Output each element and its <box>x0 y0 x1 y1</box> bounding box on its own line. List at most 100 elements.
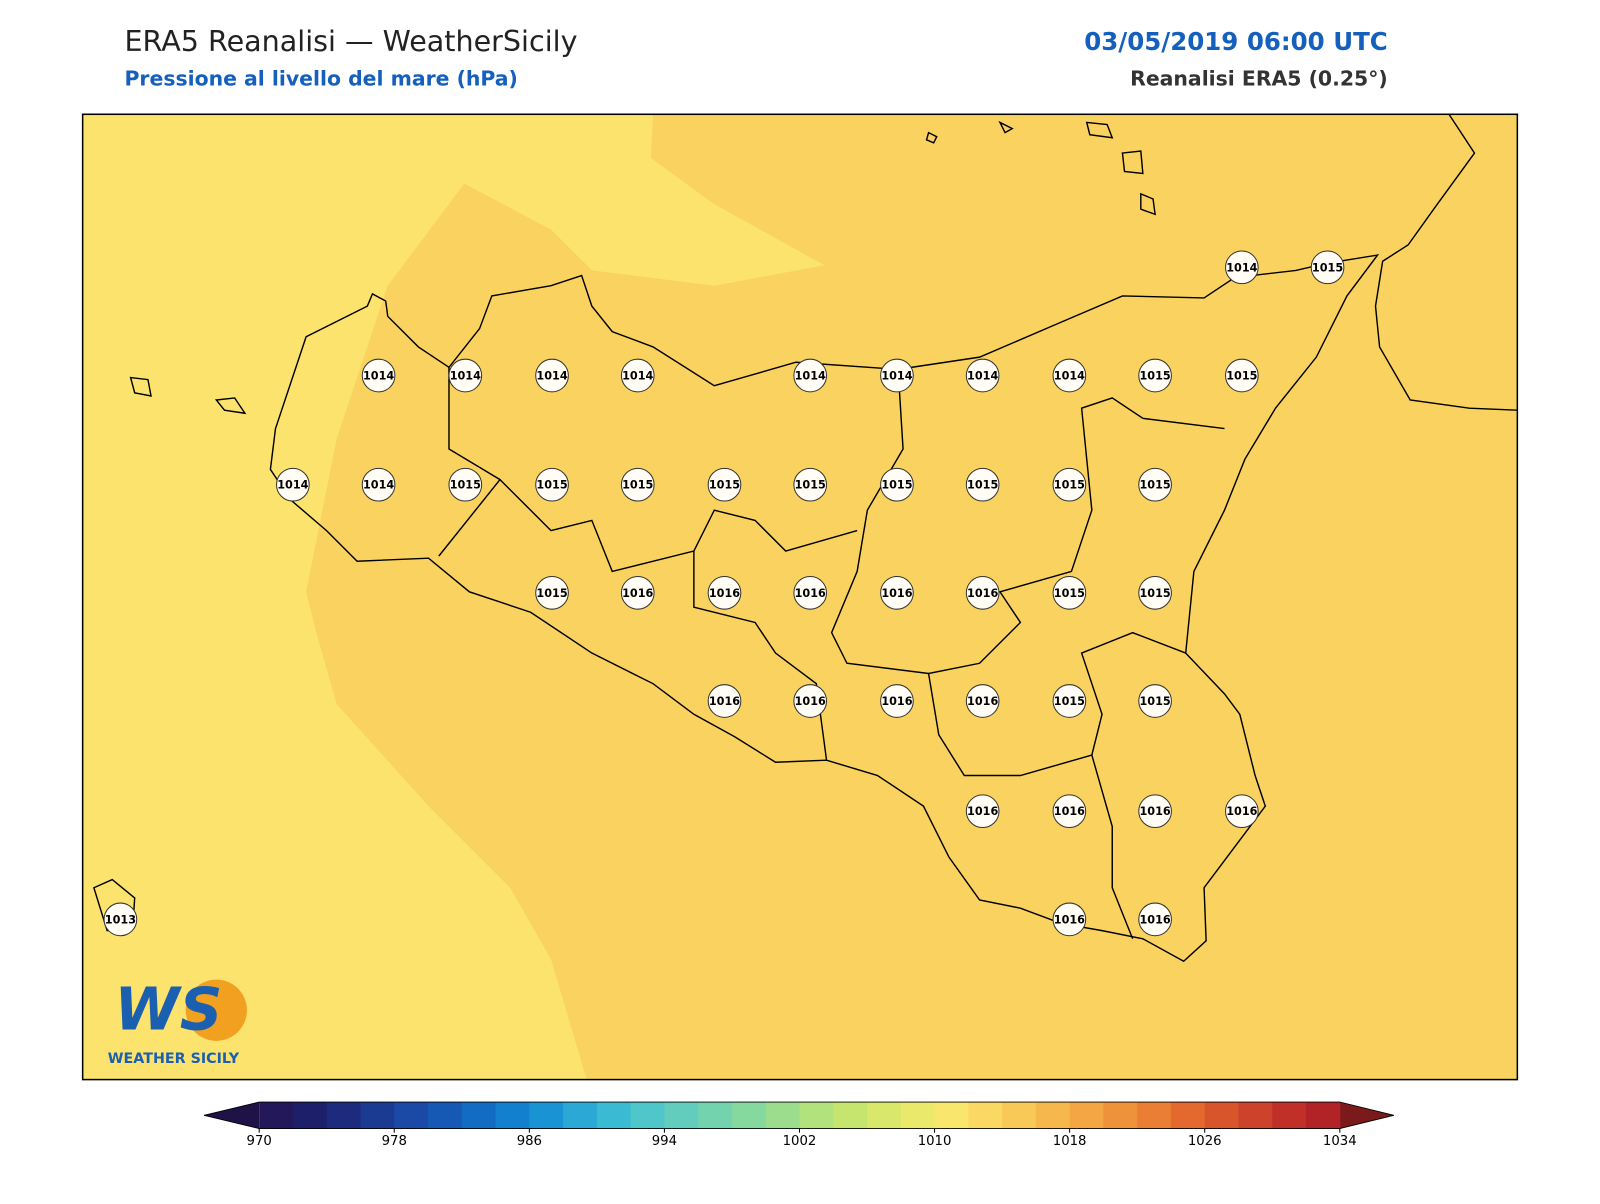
station-marker <box>880 684 914 718</box>
colorbar-bin <box>428 1102 463 1129</box>
station: 1015 <box>1052 467 1087 502</box>
station-marker <box>965 576 1000 610</box>
station-marker <box>793 467 828 502</box>
colorbar-bin <box>394 1102 429 1129</box>
station-label: 1014 <box>795 370 826 383</box>
station-marker <box>1052 684 1087 718</box>
station-marker <box>1052 467 1087 502</box>
station-label: 1015 <box>536 587 567 600</box>
colorbar-bin <box>1069 1102 1104 1129</box>
logo: WS WEATHER SICILY <box>108 974 247 1067</box>
colorbar-bin <box>630 1102 665 1129</box>
colorbar-bin <box>1137 1102 1172 1129</box>
station-marker <box>1052 794 1087 829</box>
station-marker <box>361 358 396 393</box>
colorbar-bin <box>596 1102 632 1129</box>
station-marker <box>535 576 569 610</box>
colorbar-bin <box>326 1102 362 1129</box>
station: 1014 <box>361 467 396 502</box>
colorbar-tick-label: 994 <box>652 1134 677 1149</box>
station-marker <box>1225 358 1259 393</box>
station-label: 1016 <box>1139 913 1170 926</box>
station: 1015 <box>448 467 483 502</box>
colorbar-bin <box>1170 1102 1206 1129</box>
station: 1014 <box>361 358 396 393</box>
station-marker <box>1225 250 1259 285</box>
station: 1015 <box>965 467 1000 502</box>
station-label: 1015 <box>967 479 998 492</box>
station-label: 1016 <box>967 805 998 818</box>
colorbar-over <box>1339 1102 1394 1129</box>
station-label: 1015 <box>1054 479 1085 492</box>
colorbar-bin <box>1002 1102 1037 1129</box>
colorbar-bin <box>1103 1102 1138 1129</box>
station: 1016 <box>1052 794 1087 829</box>
station-label: 1015 <box>1139 370 1170 383</box>
station: 1015 <box>1138 576 1172 610</box>
station-marker <box>880 576 914 610</box>
station-label: 1014 <box>363 370 394 383</box>
map: 1014 1015 1014 1014 1014 1014 1014 1014 1014 1014… <box>82 114 1518 1080</box>
colorbar-bin <box>461 1102 497 1129</box>
station: 1015 <box>535 467 569 502</box>
colorbar-bin <box>292 1102 328 1129</box>
station-marker <box>535 358 569 393</box>
source: Reanalisi ERA5 (0.25°) <box>1130 67 1388 91</box>
station-label: 1016 <box>1226 805 1257 818</box>
station-label: 1015 <box>1139 587 1170 600</box>
station-label: 1014 <box>536 370 567 383</box>
station-marker <box>103 902 138 937</box>
station-marker <box>535 467 569 502</box>
station: 1014 <box>880 358 914 393</box>
station: 1016 <box>793 576 828 610</box>
station-marker <box>1138 794 1172 829</box>
station: 1016 <box>880 684 914 718</box>
station-marker <box>620 467 655 502</box>
station-marker <box>1138 467 1172 502</box>
colorbar-bin <box>563 1102 598 1129</box>
station-label: 1014 <box>277 479 308 492</box>
station-label: 1016 <box>622 587 653 600</box>
station-label: 1016 <box>709 695 740 708</box>
station-label: 1014 <box>1226 261 1257 274</box>
station-label: 1014 <box>967 370 998 383</box>
station-label: 1015 <box>1226 370 1257 383</box>
colorbar-bin <box>900 1102 936 1129</box>
field-low <box>82 114 825 1080</box>
colorbar-bin <box>867 1102 902 1129</box>
station-label: 1016 <box>795 695 826 708</box>
station: 1016 <box>1052 902 1087 937</box>
station: 1016 <box>707 684 742 718</box>
station-label: 1014 <box>363 479 394 492</box>
station: 1015 <box>793 467 828 502</box>
station-marker <box>1052 358 1087 393</box>
station-label: 1014 <box>1054 370 1085 383</box>
station-label: 1015 <box>1139 479 1170 492</box>
colorbar-bin <box>1272 1102 1307 1129</box>
station-label: 1016 <box>967 695 998 708</box>
station-label: 1016 <box>795 587 826 600</box>
station-label: 1015 <box>1139 695 1170 708</box>
station-label: 1016 <box>1054 805 1085 818</box>
station: 1016 <box>1138 794 1172 829</box>
colorbar-tick-label: 1034 <box>1323 1134 1357 1149</box>
station: 1015 <box>1138 467 1172 502</box>
colorbar-bin <box>1035 1102 1071 1129</box>
station-marker <box>1138 684 1172 718</box>
station: 1014 <box>1225 250 1259 285</box>
station: 1015 <box>880 467 914 502</box>
colorbar-bin <box>529 1102 564 1129</box>
colorbar-bin <box>698 1102 733 1129</box>
colorbar-tick-label: 1026 <box>1188 1134 1222 1149</box>
station-label: 1016 <box>881 695 912 708</box>
station-label: 1016 <box>881 587 912 600</box>
station-label: 1015 <box>450 479 481 492</box>
station-label: 1015 <box>1054 587 1085 600</box>
station: 1014 <box>965 358 1000 393</box>
station-marker <box>707 576 742 610</box>
station: 1014 <box>535 358 569 393</box>
date: 03/05/2019 06:00 UTC <box>1084 27 1388 56</box>
station-marker <box>1138 576 1172 610</box>
station-label: 1015 <box>622 479 653 492</box>
